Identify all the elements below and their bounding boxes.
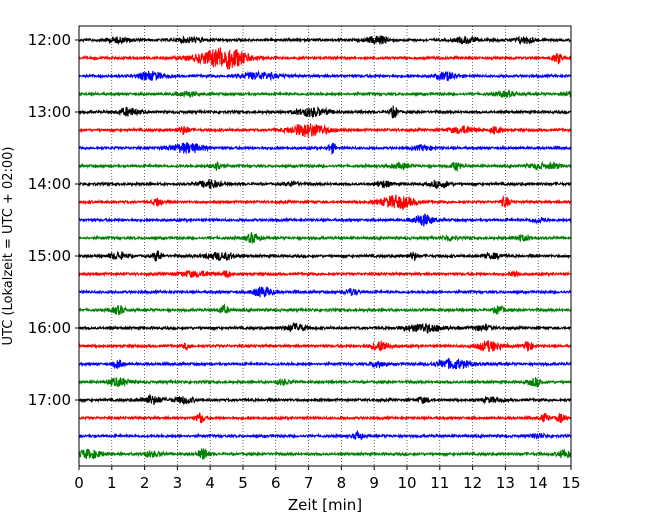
- seismo-trace-1530: [78, 286, 572, 298]
- x-tick-label-7: 7: [304, 474, 314, 492]
- seismo-trace-1445: [78, 231, 572, 244]
- seismo-trace-1630: [78, 358, 572, 370]
- y-ticks: 12:00 13:00 14:00 15:00 16:00 17:00: [28, 31, 79, 409]
- x-tick-label-1: 1: [107, 474, 117, 492]
- x-tick-label-11: 11: [430, 474, 449, 492]
- y-tick-label-5: 17:00: [28, 391, 71, 409]
- seismo-trace-1400: [78, 178, 572, 190]
- x-tick-label-15: 15: [561, 474, 580, 492]
- seismo-trace-1545: [78, 303, 572, 316]
- seismo-trace-1415: [78, 194, 572, 211]
- y-tick-label-0: 12:00: [28, 31, 71, 49]
- x-tick-label-12: 12: [463, 474, 482, 492]
- y-tick-label-2: 14:00: [28, 175, 71, 193]
- seismo-trace-1245: [78, 88, 572, 99]
- x-ticks: 0 1 2 3 4 5 6 7 8 9 10 11 12 13 14 15: [74, 466, 581, 492]
- x-tick-label-4: 4: [205, 474, 215, 492]
- seismo-trace-1430: [78, 213, 572, 227]
- y-tick-label-4: 16:00: [28, 319, 71, 337]
- seismo-trace-1315: [78, 123, 572, 138]
- y-tick-label-3: 15:00: [28, 247, 71, 265]
- x-tick-label-8: 8: [337, 474, 347, 492]
- x-tick-label-6: 6: [271, 474, 281, 492]
- seismo-trace-1215: [78, 47, 572, 70]
- seismo-trace-1330: [78, 142, 572, 156]
- seismo-trace-1345: [78, 160, 572, 173]
- x-axis-label: Zeit [min]: [288, 496, 362, 514]
- seismo-trace-1645: [78, 377, 572, 389]
- plot-frame: [78, 25, 572, 467]
- y-tick-label-1: 13:00: [28, 103, 71, 121]
- x-tick-label-13: 13: [496, 474, 515, 492]
- x-tick-label-9: 9: [369, 474, 379, 492]
- seismo-trace-1715: [78, 412, 572, 424]
- x-tick-label-3: 3: [173, 474, 183, 492]
- seismo-trace-1300: [78, 105, 572, 119]
- x-tick-label-14: 14: [529, 474, 548, 492]
- trace-layer: [78, 35, 572, 460]
- x-tick-label-5: 5: [238, 474, 248, 492]
- seismo-trace-1515: [78, 269, 572, 279]
- seismo-trace-1500: [78, 250, 572, 263]
- seismo-trace-1745: [78, 447, 572, 460]
- seismo-trace-1600: [78, 321, 572, 334]
- x-tick-label-10: 10: [397, 474, 416, 492]
- y-axis-label: UTC (Lokalzeit = UTC + 02:00): [1, 147, 16, 346]
- seismo-trace-1615: [78, 340, 572, 353]
- seismo-trace-1200: [78, 35, 572, 46]
- seismo-trace-1230: [78, 69, 572, 82]
- seismo-trace-1700: [78, 393, 572, 406]
- x-tick-label-0: 0: [74, 474, 84, 492]
- seismo-trace-1730: [78, 430, 572, 441]
- x-tick-label-2: 2: [140, 474, 150, 492]
